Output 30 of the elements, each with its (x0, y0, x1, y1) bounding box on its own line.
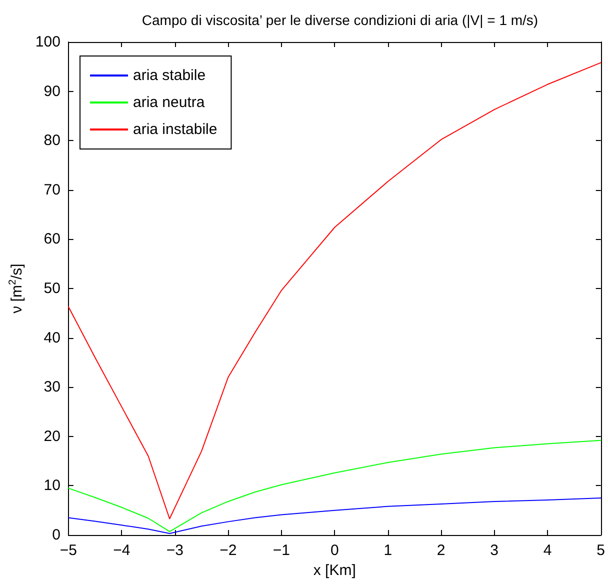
x-tick-label: −4 (113, 542, 130, 559)
legend-label: aria instabile (133, 121, 218, 138)
x-tick-label: 2 (436, 542, 446, 559)
y-tick-label: 50 (44, 280, 60, 297)
y-tick-label: 0 (52, 526, 60, 544)
x-tick-label: 4 (543, 542, 552, 559)
y-axis-title: ν [m2/s] (8, 264, 26, 314)
y-tick-label: 70 (44, 181, 60, 198)
y-tick-label: 60 (44, 230, 60, 248)
y-tick-label: 30 (44, 378, 60, 396)
x-tick-label: −3 (166, 542, 184, 559)
x-tick-label: 0 (330, 542, 339, 559)
x-tick-label: −1 (272, 542, 290, 559)
chart-title: Campo di viscosita’ per le diverse condizioni di aria (|V| = 1 m/s) (142, 12, 538, 28)
y-tick-label: 90 (44, 82, 60, 100)
y-tick-label: 100 (35, 34, 60, 50)
legend-label: aria stabile (133, 67, 206, 84)
x-tick-label: 3 (490, 542, 499, 559)
x-tick-label: 5 (596, 542, 605, 559)
y-tick-label: 10 (44, 477, 60, 494)
legend-label: aria neutra (133, 94, 206, 111)
line-series (68, 440, 602, 532)
y-tick-label: 80 (44, 132, 60, 150)
x-axis-title: x [Km] (313, 562, 356, 579)
y-tick-label: 40 (44, 329, 60, 346)
x-tick-label: −2 (220, 542, 237, 559)
line-series (68, 62, 602, 520)
x-tick-label: 1 (384, 542, 392, 559)
x-tick-label: −5 (60, 542, 77, 559)
y-tick-label: 20 (44, 428, 60, 445)
